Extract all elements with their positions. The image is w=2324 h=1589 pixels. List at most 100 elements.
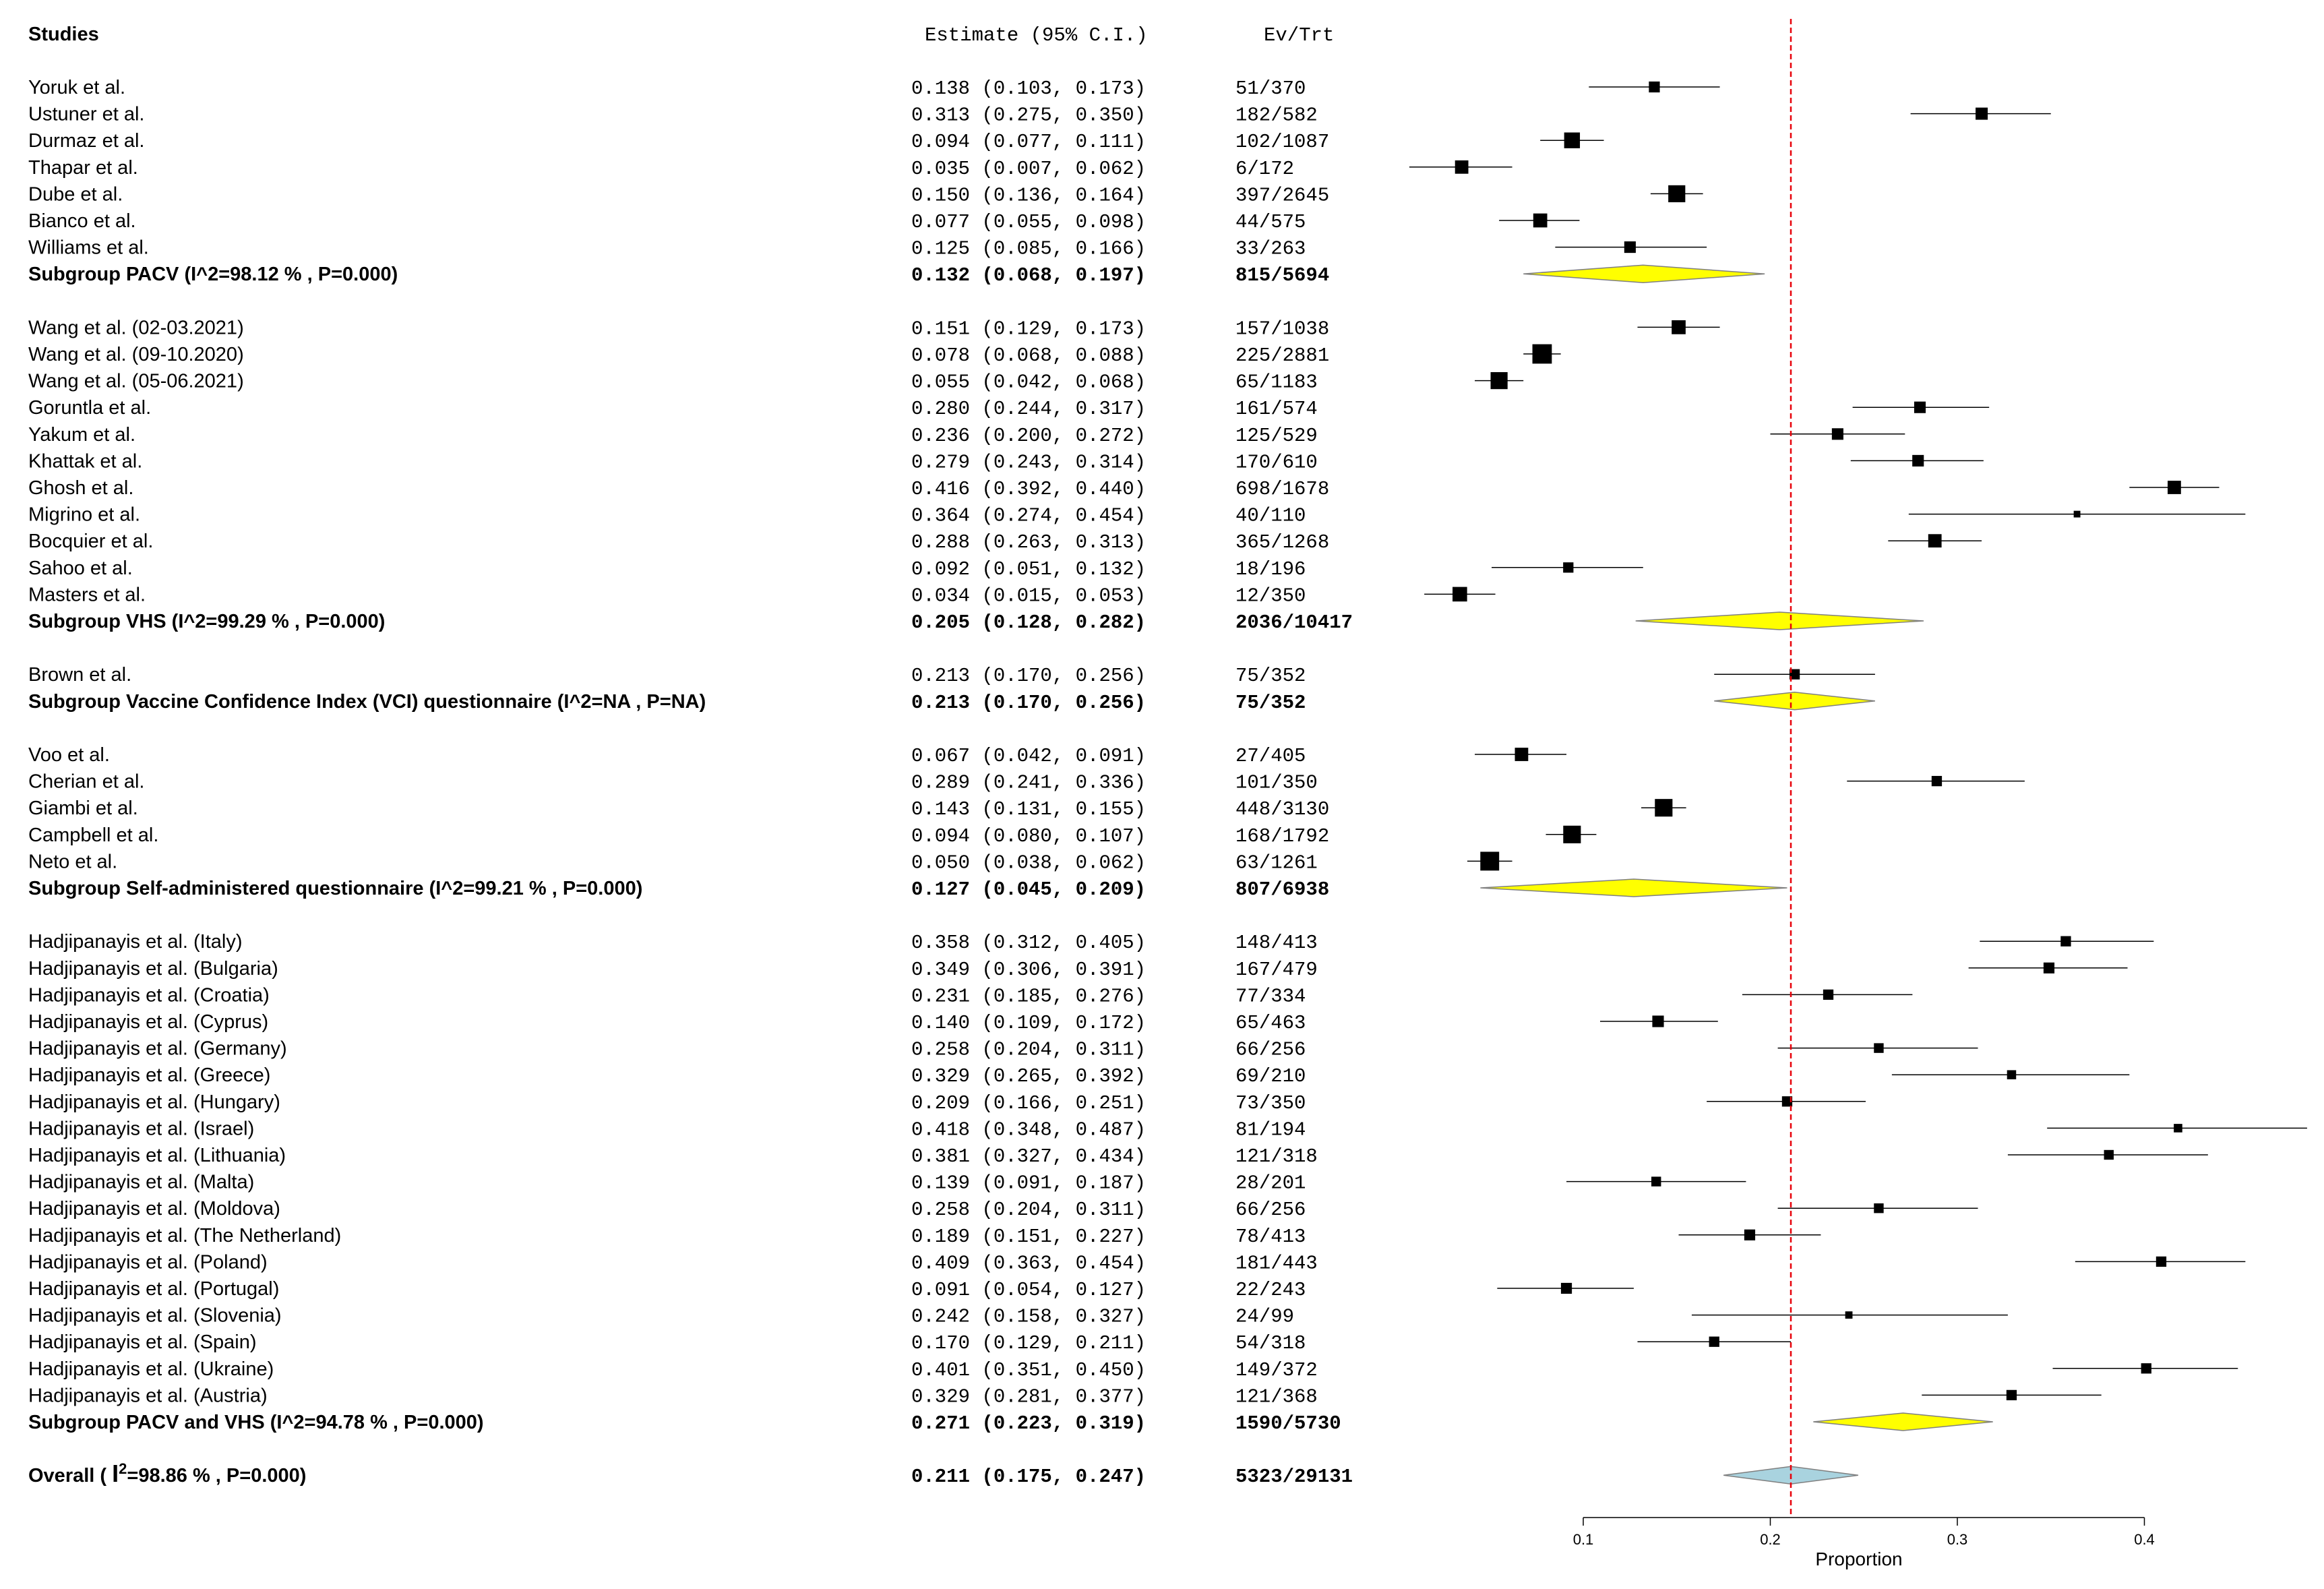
study-point bbox=[1452, 587, 1467, 602]
study-name: Wang et al. (05-06.2021) bbox=[28, 371, 244, 392]
study-estimate: 0.401 (0.351, 0.450) bbox=[911, 1359, 1146, 1381]
x-tick-label: 0.3 bbox=[1947, 1531, 1968, 1548]
study-point bbox=[2104, 1149, 2114, 1160]
header-estimate: Estimate (95% C.I.) bbox=[925, 24, 1148, 47]
subgroup-estimate: 0.127 (0.045, 0.209) bbox=[911, 878, 1146, 901]
subgroup-label: Subgroup Vaccine Confidence Index (VCI) … bbox=[28, 691, 706, 713]
study-events: 157/1038 bbox=[1235, 318, 1329, 340]
study-events: 63/1261 bbox=[1235, 851, 1318, 874]
study-name: Hadjipanayis et al. (Slovenia) bbox=[28, 1305, 282, 1327]
x-tick-label: 0.1 bbox=[1573, 1531, 1594, 1548]
study-estimate: 0.050 (0.038, 0.062) bbox=[911, 851, 1146, 874]
study-estimate: 0.125 (0.085, 0.166) bbox=[911, 238, 1146, 260]
study-events: 225/2881 bbox=[1235, 344, 1329, 367]
study-events: 28/201 bbox=[1235, 1172, 1306, 1195]
subgroup-estimate: 0.205 (0.128, 0.282) bbox=[911, 611, 1146, 634]
study-name: Wang et al. (09-10.2020) bbox=[28, 344, 244, 365]
subgroup-label: Subgroup PACV (I^2=98.12 % , P=0.000) bbox=[28, 264, 398, 285]
study-events: 69/210 bbox=[1235, 1065, 1306, 1087]
study-events: 54/318 bbox=[1235, 1332, 1306, 1354]
study-point bbox=[1874, 1203, 1884, 1213]
study-point bbox=[1515, 748, 1529, 761]
study-name: Brown et al. bbox=[28, 664, 131, 686]
study-name: Yakum et al. bbox=[28, 424, 135, 446]
study-estimate: 0.258 (0.204, 0.311) bbox=[911, 1039, 1146, 1061]
study-events: 75/352 bbox=[1235, 665, 1306, 687]
study-name: Hadjipanayis et al. (Moldova) bbox=[28, 1198, 280, 1220]
study-events: 182/582 bbox=[1235, 104, 1318, 127]
subgroup-diamond bbox=[1523, 264, 1765, 283]
study-estimate: 0.289 (0.241, 0.336) bbox=[911, 772, 1146, 794]
study-point bbox=[2006, 1389, 2017, 1401]
study-estimate: 0.231 (0.185, 0.276) bbox=[911, 985, 1146, 1007]
study-estimate: 0.094 (0.080, 0.107) bbox=[911, 825, 1146, 847]
study-point bbox=[1709, 1336, 1719, 1347]
study-events: 27/405 bbox=[1235, 745, 1306, 767]
study-point bbox=[1976, 107, 1988, 120]
study-estimate: 0.150 (0.136, 0.164) bbox=[911, 184, 1146, 206]
study-name: Hadjipanayis et al. (Germany) bbox=[28, 1038, 287, 1060]
study-events: 44/575 bbox=[1235, 211, 1306, 233]
study-point bbox=[1781, 1096, 1793, 1107]
study-events: 167/479 bbox=[1235, 959, 1318, 981]
subgroup-estimate: 0.132 (0.068, 0.197) bbox=[911, 264, 1146, 287]
study-point bbox=[1563, 825, 1581, 843]
study-name: Hadjipanayis et al. (Spain) bbox=[28, 1331, 257, 1353]
study-point bbox=[1914, 401, 1926, 413]
study-name: Williams et al. bbox=[28, 237, 149, 259]
study-name: Khattak et al. bbox=[28, 450, 142, 472]
study-events: 102/1087 bbox=[1235, 131, 1329, 153]
study-estimate: 0.077 (0.055, 0.098) bbox=[911, 211, 1146, 233]
subgroup-label: Subgroup VHS (I^2=99.29 % , P=0.000) bbox=[28, 611, 385, 632]
study-point bbox=[1928, 534, 1942, 548]
study-name: Wang et al. (02-03.2021) bbox=[28, 317, 244, 338]
study-estimate: 0.236 (0.200, 0.272) bbox=[911, 425, 1146, 447]
study-events: 397/2645 bbox=[1235, 184, 1329, 206]
study-name: Bianco et al. bbox=[28, 210, 136, 232]
study-events: 101/350 bbox=[1235, 772, 1318, 794]
study-point bbox=[2073, 510, 2081, 518]
study-estimate: 0.381 (0.327, 0.434) bbox=[911, 1145, 1146, 1168]
study-name: Hadjipanayis et al. (Hungary) bbox=[28, 1091, 280, 1113]
study-point bbox=[1532, 344, 1552, 364]
study-estimate: 0.094 (0.077, 0.111) bbox=[911, 131, 1146, 153]
study-events: 148/413 bbox=[1235, 932, 1318, 954]
study-estimate: 0.143 (0.131, 0.155) bbox=[911, 798, 1146, 820]
study-events: 161/574 bbox=[1235, 398, 1318, 420]
study-name: Ghosh et al. bbox=[28, 477, 133, 499]
study-estimate: 0.364 (0.274, 0.454) bbox=[911, 505, 1146, 527]
overall-label: Overall ( I2=98.86 % , P=0.000) bbox=[28, 1460, 306, 1487]
study-name: Hadjipanayis et al. (Cyprus) bbox=[28, 1011, 268, 1033]
study-events: 12/350 bbox=[1235, 584, 1306, 607]
subgroup-events: 2036/10417 bbox=[1235, 611, 1353, 634]
study-point bbox=[2174, 1124, 2182, 1133]
subgroup-diamond bbox=[1480, 878, 1787, 897]
study-name: Hadjipanayis et al. (Malta) bbox=[28, 1172, 254, 1193]
study-point bbox=[1912, 454, 1924, 467]
study-point bbox=[1831, 428, 1843, 440]
study-name: Hadjipanayis et al. (Greece) bbox=[28, 1065, 270, 1086]
header-studies: Studies bbox=[28, 24, 99, 45]
study-events: 33/263 bbox=[1235, 238, 1306, 260]
study-events: 170/610 bbox=[1235, 451, 1318, 473]
study-events: 51/370 bbox=[1235, 78, 1306, 100]
study-name: Migrino et al. bbox=[28, 504, 140, 526]
study-estimate: 0.092 (0.051, 0.132) bbox=[911, 558, 1146, 580]
study-point bbox=[1823, 989, 1834, 1000]
study-events: 40/110 bbox=[1235, 505, 1306, 527]
study-point bbox=[2168, 481, 2181, 494]
subgroup-events: 807/6938 bbox=[1235, 878, 1329, 901]
subgroup-label: Subgroup PACV and VHS (I^2=94.78 % , P=0… bbox=[28, 1412, 484, 1433]
study-name: Dube et al. bbox=[28, 183, 123, 205]
study-events: 149/372 bbox=[1235, 1359, 1318, 1381]
study-estimate: 0.416 (0.392, 0.440) bbox=[911, 478, 1146, 500]
study-estimate: 0.409 (0.363, 0.454) bbox=[911, 1252, 1146, 1274]
subgroup-label: Subgroup Self-administered questionnaire… bbox=[28, 878, 642, 899]
study-point bbox=[1564, 132, 1581, 148]
study-name: Thapar et al. bbox=[28, 157, 138, 179]
study-point bbox=[1651, 1176, 1661, 1187]
study-events: 6/172 bbox=[1235, 158, 1294, 180]
study-events: 24/99 bbox=[1235, 1306, 1294, 1328]
subgroup-events: 1590/5730 bbox=[1235, 1412, 1341, 1435]
study-events: 121/318 bbox=[1235, 1145, 1318, 1168]
